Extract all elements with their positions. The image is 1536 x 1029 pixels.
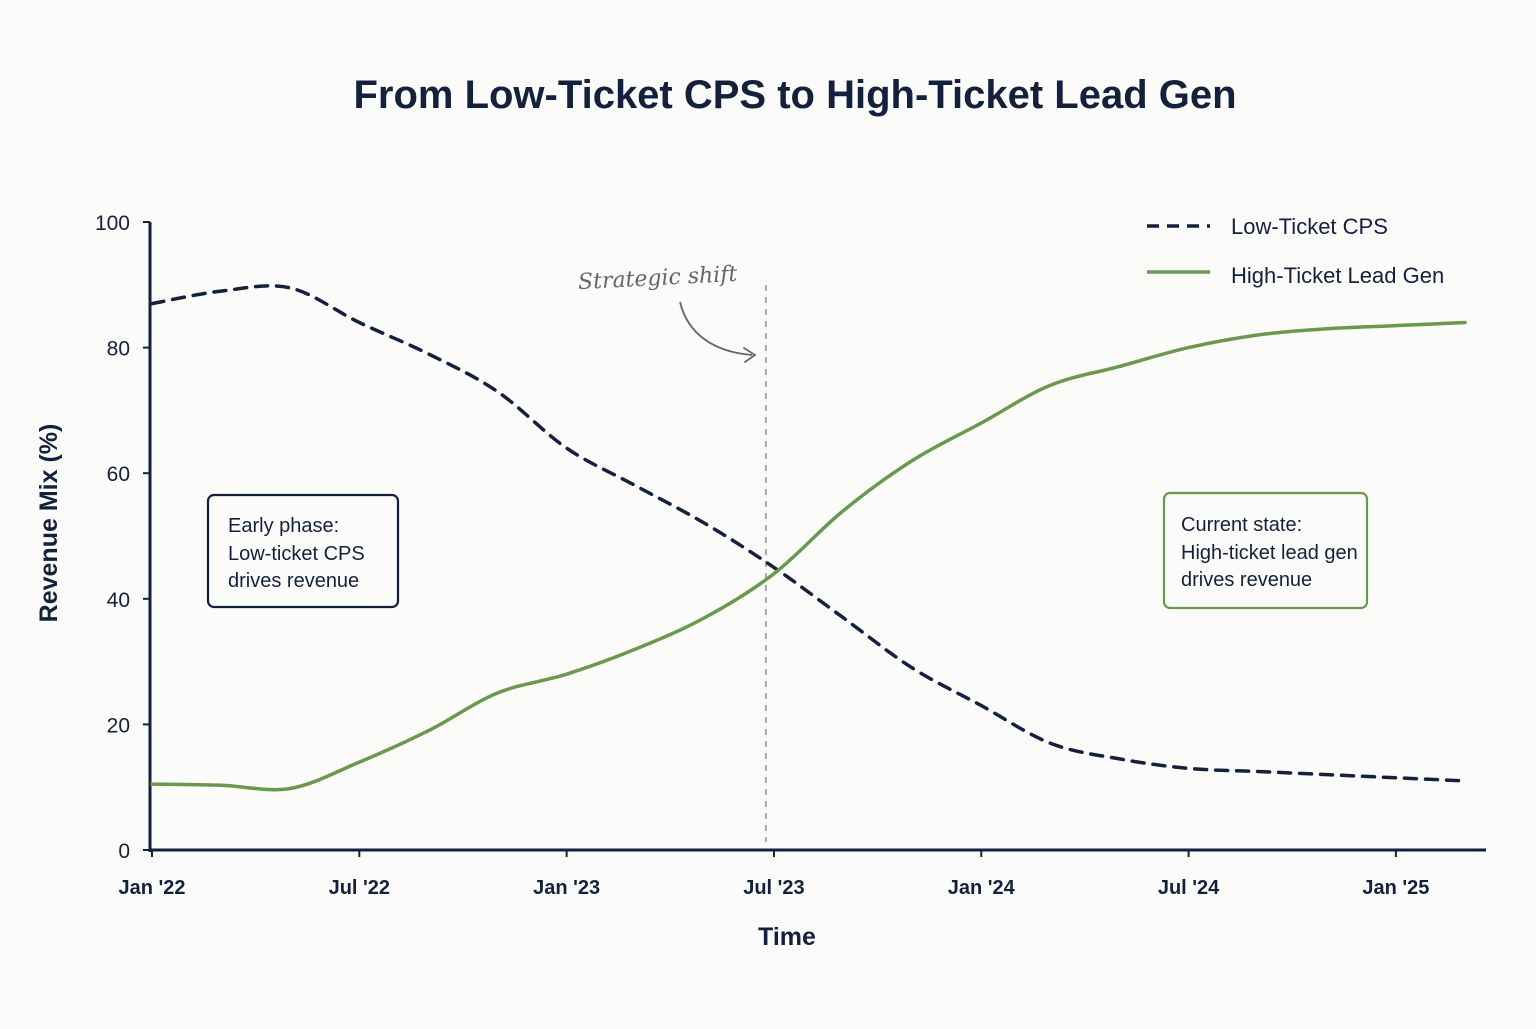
x-tick-label: Jul '24 xyxy=(1158,877,1220,899)
x-tick-label: Jan '24 xyxy=(948,877,1016,899)
annotation-current-state: Current state: High-ticket lead gen driv… xyxy=(1162,491,1369,610)
legend-label-low-ticket: Low-Ticket CPS xyxy=(1231,214,1388,239)
series-line-high-ticket-lead-gen xyxy=(150,320,1467,792)
annotation-early-phase: Early phase: Low-ticket CPS drives reven… xyxy=(206,493,400,609)
strategic-shift-label: Strategic shift xyxy=(577,262,738,295)
y-axis-ticks: 0 20 40 60 80 100 xyxy=(95,212,150,863)
legend-label-high-ticket: High-Ticket Lead Gen xyxy=(1231,263,1444,288)
strategic-shift-arrowhead xyxy=(743,347,757,363)
x-tick-label: Jan '22 xyxy=(118,877,185,899)
x-tick-label: Jul '22 xyxy=(329,877,390,899)
series-lines xyxy=(150,284,1467,792)
y-tick-label: 80 xyxy=(107,338,130,361)
y-axis-title: Revenue Mix (%) xyxy=(35,424,63,623)
series-line-low-ticket-cps xyxy=(150,284,1467,783)
y-tick-label: 0 xyxy=(118,840,130,863)
annotation-current-line-2: High-ticket lead gen xyxy=(1181,542,1358,564)
annotation-current-line-1: Current state: xyxy=(1181,514,1302,536)
annotation-early-line-1: Early phase: xyxy=(228,515,339,537)
x-tick-label: Jan '25 xyxy=(1362,877,1429,899)
annotation-early-line-2: Low-ticket CPS xyxy=(228,543,365,565)
y-tick-label: 40 xyxy=(107,589,130,612)
strategic-shift-arrow xyxy=(679,301,753,356)
annotation-early-line-3: drives revenue xyxy=(228,570,359,592)
x-tick-label: Jan '23 xyxy=(533,877,600,899)
x-tick-label: Jul '23 xyxy=(743,877,804,899)
legend: Low-Ticket CPS High-Ticket Lead Gen xyxy=(1147,214,1444,288)
annotation-box-current xyxy=(1162,491,1369,610)
y-tick-label: 20 xyxy=(107,714,130,737)
annotation-box-early xyxy=(206,493,400,609)
annotation-current-line-3: drives revenue xyxy=(1181,569,1312,591)
x-axis-ticks: Jan '22 Jul '22 Jan '23 Jul '23 Jan '24 Jul '… xyxy=(118,850,1429,899)
y-tick-label: 100 xyxy=(95,212,130,235)
x-axis-title: Time xyxy=(758,923,816,951)
chart-title: From Low-Ticket CPS to High-Ticket Lead … xyxy=(353,73,1236,117)
y-tick-label: 60 xyxy=(107,463,130,486)
